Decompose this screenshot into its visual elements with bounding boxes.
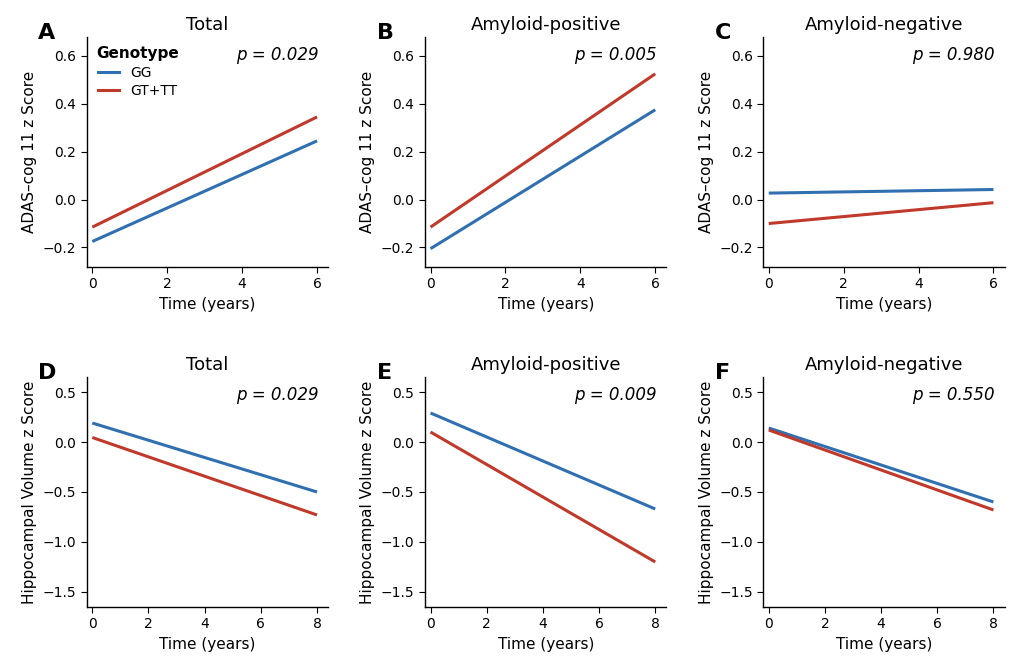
Y-axis label: ADAS–cog 11 z Score: ADAS–cog 11 z Score: [360, 71, 375, 233]
X-axis label: Time (years): Time (years): [159, 297, 256, 311]
X-axis label: Time (years): Time (years): [159, 637, 256, 652]
Title: Amyloid-negative: Amyloid-negative: [804, 356, 962, 374]
Text: p = 0.005: p = 0.005: [574, 46, 656, 64]
Title: Total: Total: [186, 16, 228, 34]
Text: E: E: [376, 364, 391, 384]
X-axis label: Time (years): Time (years): [497, 637, 593, 652]
Text: p = 0.029: p = 0.029: [235, 46, 318, 64]
Title: Amyloid-positive: Amyloid-positive: [470, 16, 621, 34]
Text: D: D: [39, 364, 57, 384]
Title: Total: Total: [186, 356, 228, 374]
Text: p = 0.980: p = 0.980: [912, 46, 995, 64]
X-axis label: Time (years): Time (years): [497, 297, 593, 311]
Y-axis label: ADAS–cog 11 z Score: ADAS–cog 11 z Score: [22, 71, 37, 233]
Y-axis label: Hippocampal Volume z Score: Hippocampal Volume z Score: [22, 380, 37, 604]
Text: p = 0.550: p = 0.550: [912, 386, 995, 404]
Y-axis label: Hippocampal Volume z Score: Hippocampal Volume z Score: [360, 380, 375, 604]
Title: Amyloid-negative: Amyloid-negative: [804, 16, 962, 34]
Title: Amyloid-positive: Amyloid-positive: [470, 356, 621, 374]
X-axis label: Time (years): Time (years): [835, 297, 931, 311]
Text: B: B: [376, 23, 393, 43]
Y-axis label: ADAS–cog 11 z Score: ADAS–cog 11 z Score: [698, 71, 713, 233]
Text: F: F: [714, 364, 730, 384]
X-axis label: Time (years): Time (years): [835, 637, 931, 652]
Legend: GG, GT+TT: GG, GT+TT: [94, 43, 181, 101]
Text: p = 0.009: p = 0.009: [574, 386, 656, 404]
Text: A: A: [39, 23, 56, 43]
Text: C: C: [714, 23, 731, 43]
Text: p = 0.029: p = 0.029: [235, 386, 318, 404]
Y-axis label: Hippocampal Volume z Score: Hippocampal Volume z Score: [698, 380, 713, 604]
